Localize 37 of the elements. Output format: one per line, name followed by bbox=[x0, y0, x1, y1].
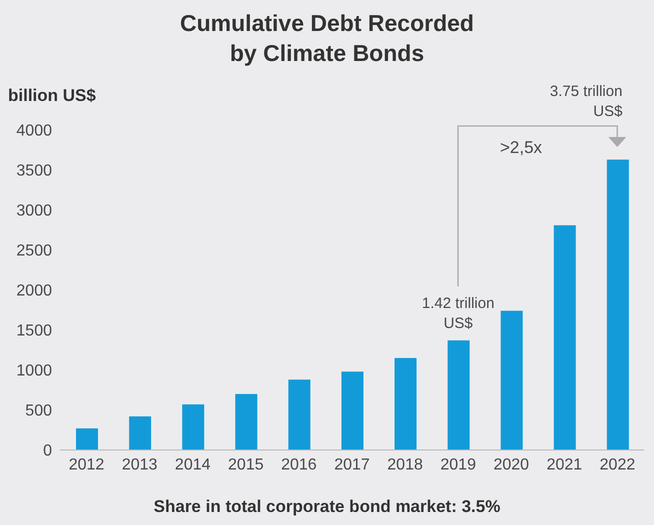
annotation: >2,5x bbox=[500, 138, 542, 158]
x-tick-label: 2015 bbox=[228, 456, 264, 474]
y-tick-label: 2000 bbox=[16, 282, 52, 300]
bar bbox=[341, 372, 364, 450]
bar bbox=[606, 160, 629, 450]
x-tick-label: 2022 bbox=[600, 456, 636, 474]
x-tick-label: 2020 bbox=[493, 456, 530, 474]
bar bbox=[288, 380, 310, 450]
bar bbox=[76, 428, 98, 450]
x-tick-label: 2018 bbox=[387, 456, 423, 474]
x-tick-label: 2017 bbox=[334, 456, 370, 474]
annotation: 1.42 trillion US$ bbox=[420, 294, 496, 334]
y-tick-label: 0 bbox=[43, 442, 52, 460]
y-tick-label: 3000 bbox=[16, 202, 52, 220]
bar bbox=[394, 358, 417, 450]
bar bbox=[448, 340, 470, 450]
x-tick-label: 2019 bbox=[440, 456, 476, 474]
y-tick-label: 4000 bbox=[16, 122, 52, 140]
x-tick-label: 2013 bbox=[122, 456, 158, 474]
bar bbox=[182, 404, 204, 450]
text: 3.75 trillion US$ bbox=[548, 82, 622, 122]
y-tick-label: 3500 bbox=[16, 162, 52, 180]
y-axis-title: billion US$ bbox=[8, 86, 96, 106]
bar bbox=[129, 416, 152, 450]
chart-title: Cumulative Debt Recorded by Climate Bonds bbox=[179, 9, 475, 68]
y-tick-label: 2500 bbox=[16, 242, 52, 260]
x-tick-label: 2021 bbox=[546, 456, 582, 474]
x-tick-label: 2014 bbox=[174, 456, 211, 474]
bar bbox=[500, 310, 523, 450]
y-tick-label: 500 bbox=[25, 402, 52, 420]
bar bbox=[554, 225, 576, 450]
y-tick-label: 1000 bbox=[16, 362, 52, 380]
y-tick-label: 1500 bbox=[16, 322, 52, 340]
text: Share in total corporate bond market: 3.5% bbox=[152, 497, 502, 517]
x-tick-label: 2016 bbox=[281, 456, 317, 474]
x-tick-label: 2012 bbox=[68, 456, 104, 474]
bar bbox=[235, 394, 258, 450]
